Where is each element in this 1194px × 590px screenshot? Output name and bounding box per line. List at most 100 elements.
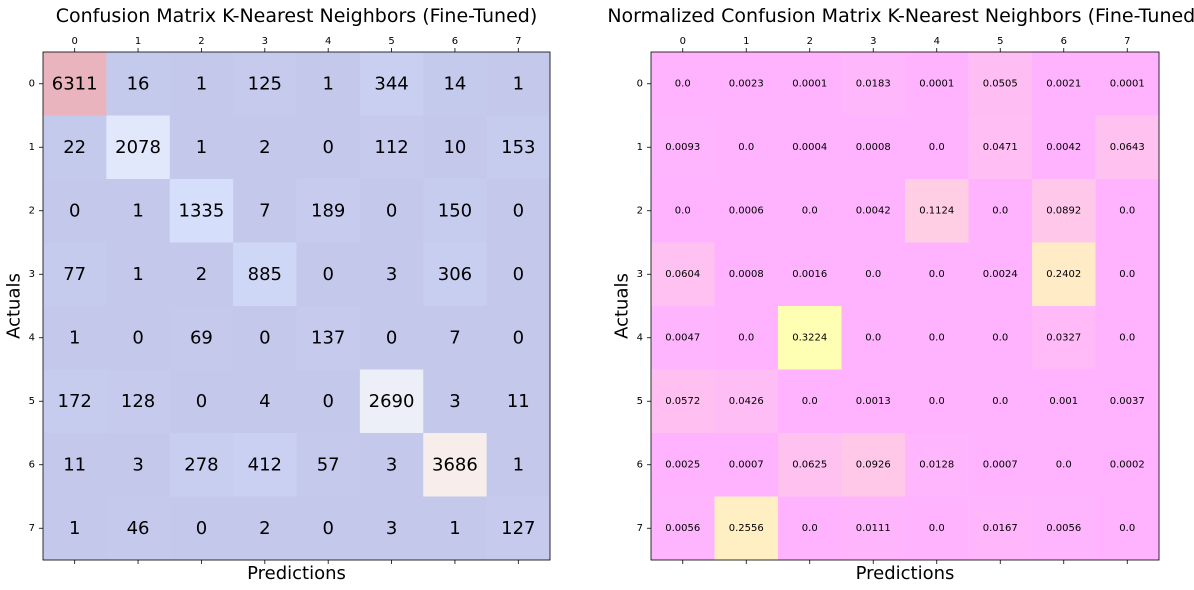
heatmap-cell xyxy=(905,242,969,307)
heatmap-cell xyxy=(486,52,551,116)
cell-value-label: 1 xyxy=(196,137,207,158)
y-axis-label: Actuals xyxy=(612,273,633,339)
heatmap-cell xyxy=(905,52,969,116)
heatmap-cell xyxy=(296,179,361,243)
cell-value-label: 3 xyxy=(386,264,397,285)
cell-value-label: 6311 xyxy=(52,73,98,94)
cell-value-label: 0.0 xyxy=(802,205,818,216)
cell-value-label: 0.0 xyxy=(1119,523,1135,534)
heatmap-cell xyxy=(1032,242,1096,307)
heatmap-cell xyxy=(1032,433,1096,497)
heatmap-cell xyxy=(778,369,842,434)
heatmap-cell xyxy=(169,496,234,561)
y-tick-label: 7 xyxy=(637,523,643,534)
heatmap-cell xyxy=(841,52,906,116)
cell-value-label: 0.0008 xyxy=(729,269,764,280)
cell-value-label: 57 xyxy=(317,454,340,475)
cell-value-label: 1 xyxy=(132,264,143,285)
heatmap-cell xyxy=(905,306,969,370)
cell-value-label: 0.0426 xyxy=(729,396,764,407)
cell-value-label: 0.0013 xyxy=(856,396,891,407)
heatmap-cell xyxy=(169,179,234,243)
cell-value-label: 0.0 xyxy=(929,396,945,407)
cell-value-label: 0.0 xyxy=(929,269,945,280)
cell-value-label: 1 xyxy=(513,73,524,94)
cell-value-label: 0.0037 xyxy=(1110,396,1145,407)
cell-value-label: 885 xyxy=(248,264,282,285)
heatmap-cell xyxy=(841,496,906,561)
y-tick-label: 6 xyxy=(29,459,35,470)
cell-value-label: 14 xyxy=(443,73,466,94)
cell-value-label: 0.0007 xyxy=(983,459,1018,470)
cell-value-label: 0.0004 xyxy=(792,142,827,153)
cell-value-label: 0 xyxy=(513,264,524,285)
heatmap-cell xyxy=(714,433,779,497)
heatmap-cell xyxy=(714,306,779,370)
heatmap-cell xyxy=(296,242,361,307)
cell-value-label: 0 xyxy=(259,327,270,348)
heatmap-cell xyxy=(423,115,488,180)
heatmap-cell xyxy=(714,179,779,243)
cell-value-label: 0.2402 xyxy=(1046,269,1081,280)
heatmap-cell xyxy=(169,52,234,116)
cell-value-label: 0.0 xyxy=(1119,205,1135,216)
cell-value-label: 1 xyxy=(69,518,80,539)
cell-value-label: 137 xyxy=(311,327,345,348)
cell-value-label: 278 xyxy=(184,454,218,475)
cell-value-label: 0.0001 xyxy=(792,78,827,89)
heatmap-cell xyxy=(43,52,107,116)
cell-value-label: 1 xyxy=(449,518,460,539)
heatmap-cell xyxy=(233,179,297,243)
cell-value-label: 7 xyxy=(449,327,460,348)
heatmap-cell xyxy=(486,115,551,180)
cell-value-label: 0.0001 xyxy=(1110,78,1145,89)
cell-value-label: 0.0167 xyxy=(983,523,1018,534)
heatmap-cell xyxy=(43,306,107,370)
heatmap-cell xyxy=(651,52,715,116)
cell-value-label: 69 xyxy=(190,327,213,348)
cell-value-label: 189 xyxy=(311,200,345,221)
heatmap-cell xyxy=(651,496,715,561)
cell-value-label: 125 xyxy=(248,73,282,94)
heatmap-cell xyxy=(486,496,551,561)
y-tick-label: 2 xyxy=(29,205,35,216)
heatmap-cell xyxy=(359,369,424,434)
cell-value-label: 0 xyxy=(322,137,333,158)
heatmap-cell xyxy=(296,52,361,116)
cell-value-label: 0 xyxy=(513,327,524,348)
x-tick-label: 2 xyxy=(807,36,813,47)
x-tick-label: 0 xyxy=(72,36,78,47)
cell-value-label: 11 xyxy=(507,391,530,412)
heatmap-cell xyxy=(423,369,488,434)
heatmap-cell xyxy=(486,306,551,370)
heatmap-cell xyxy=(43,242,107,307)
y-tick-label: 5 xyxy=(637,396,643,407)
cell-value-label: 0 xyxy=(513,200,524,221)
cell-value-label: 0 xyxy=(322,264,333,285)
heatmap-cell xyxy=(43,496,107,561)
cell-value-label: 412 xyxy=(248,454,282,475)
heatmap-cell xyxy=(43,179,107,243)
cell-value-label: 0.0604 xyxy=(665,269,700,280)
heatmap-cell xyxy=(905,369,969,434)
cell-value-label: 1 xyxy=(322,73,333,94)
cell-value-label: 0.0006 xyxy=(729,205,764,216)
heatmap-cell xyxy=(905,496,969,561)
heatmap-cell xyxy=(486,242,551,307)
y-tick-label: 0 xyxy=(637,78,643,89)
heatmap-cell xyxy=(359,242,424,307)
heatmap-cell xyxy=(778,496,842,561)
heatmap-cell xyxy=(296,369,361,434)
x-tick-label: 3 xyxy=(870,36,876,47)
heatmap-cell xyxy=(968,179,1033,243)
x-tick-label: 7 xyxy=(1124,36,1130,47)
cell-value-label: 0.0 xyxy=(1119,269,1135,280)
cell-value-label: 0 xyxy=(69,200,80,221)
y-axis-label: Actuals xyxy=(4,273,25,339)
cell-value-label: 0.0183 xyxy=(856,78,891,89)
heatmap-cell xyxy=(486,179,551,243)
x-tick-label: 5 xyxy=(388,36,394,47)
cell-value-label: 0.0 xyxy=(992,205,1008,216)
heatmap-cell xyxy=(778,52,842,116)
heatmap-cell xyxy=(778,242,842,307)
